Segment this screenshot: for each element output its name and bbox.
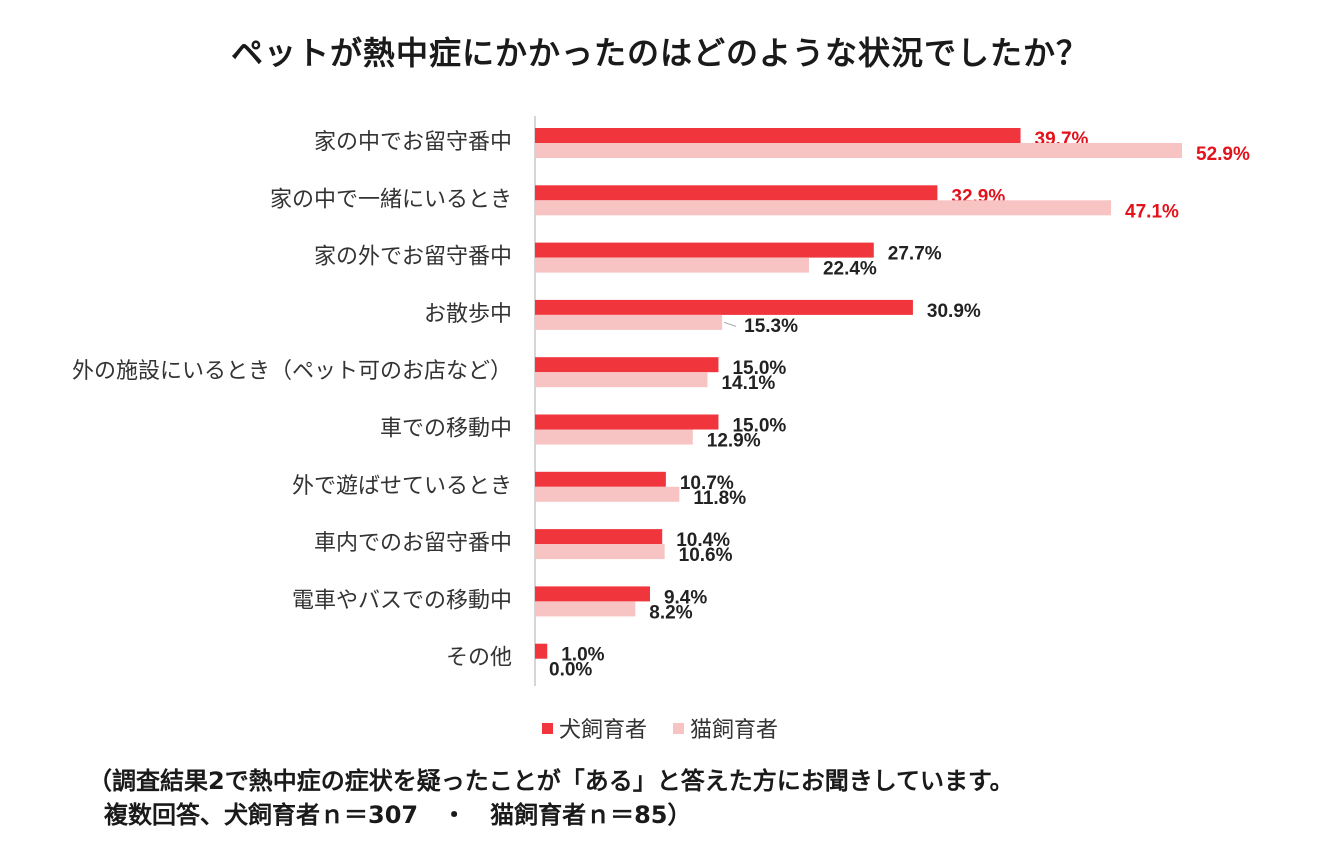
bar-dog — [535, 414, 719, 430]
bar-dog — [535, 185, 938, 201]
legend-item-cat: 猫飼育者 — [673, 712, 778, 744]
category-label: 家の外でお留守番中 — [314, 245, 512, 270]
data-label: 10.6% — [679, 545, 733, 566]
bar-cat — [535, 486, 680, 502]
category-label: 家の中で一緒にいるとき — [270, 187, 512, 212]
legend-item-dog: 犬飼育者 — [541, 712, 647, 744]
data-label: 10.4% — [676, 530, 730, 551]
data-label: 0.0% — [549, 660, 592, 681]
bar-cat — [535, 429, 693, 445]
legend-swatch — [673, 722, 684, 734]
bar-cat — [535, 257, 809, 273]
data-label: 30.9% — [927, 301, 981, 322]
data-label: 11.8% — [693, 488, 746, 509]
bar-cat — [535, 372, 708, 388]
bar-dog — [535, 471, 666, 487]
data-label: 22.4% — [823, 259, 877, 280]
bar-dog — [535, 128, 1021, 143]
bar-dog — [535, 586, 650, 602]
data-label: 15.3% — [744, 316, 798, 337]
category-label: 外で遊ばせているとき — [292, 474, 512, 499]
bar-cat — [535, 143, 1182, 158]
data-label: 1.0% — [561, 645, 604, 666]
category-label: 電車やバスでの移動中 — [292, 588, 512, 613]
category-label: 家の中でお留守番中 — [314, 130, 512, 155]
bar-dog — [535, 529, 663, 545]
bar-dog — [535, 643, 548, 659]
bar-cat — [535, 544, 665, 560]
bar-cat — [535, 601, 636, 617]
bar-cat — [535, 314, 723, 330]
category-label: お散歩中 — [424, 302, 512, 327]
category-label: その他 — [446, 646, 512, 671]
bar-dog — [535, 357, 719, 373]
data-label: 27.7% — [888, 244, 942, 265]
data-label: 47.1% — [1125, 201, 1179, 222]
bar-cat — [535, 200, 1112, 216]
data-label: 15.0% — [732, 416, 786, 437]
data-label: 12.9% — [707, 431, 761, 452]
data-label: 10.7% — [680, 473, 734, 494]
data-label: 52.9% — [1196, 144, 1250, 165]
category-label: 車内でのお留守番中 — [314, 531, 512, 556]
footnote-line-2: 複数回答、犬飼育者ｎ＝307 ・ 猫飼育者ｎ＝85） — [104, 801, 692, 829]
legend: 犬飼育者 猫飼育者 — [0, 712, 1320, 744]
data-label: 9.4% — [664, 587, 707, 608]
legend-label: 犬飼育者 — [558, 718, 647, 743]
category-label: 車での移動中 — [380, 417, 512, 442]
footnote-line-1: （調査結果2で熱中症の症状を疑ったことが「ある」と答えた方にお聞きしています。 — [88, 767, 1014, 795]
chart-title: ペットが熱中症にかかったのはどのような状況でしたか？ — [230, 34, 1089, 72]
footnote: （調査結果2で熱中症の症状を疑ったことが「ある」と答えた方にお聞きしています。 … — [88, 764, 1288, 832]
legend-label: 猫飼育者 — [690, 718, 779, 743]
bar-chart: 家の中でお留守番中 39.7%52.9%家の中で一緒にいるとき 32.9%47.1%… — [72, 116, 1250, 686]
data-label: 15.0% — [732, 358, 786, 379]
data-label: 14.1% — [721, 373, 775, 394]
leader-line — [723, 321, 737, 327]
category-label: 外の施設にいるとき（ペット可のお店など） — [72, 359, 512, 384]
legend-swatch — [541, 722, 553, 734]
bar-dog — [535, 242, 874, 258]
data-label: 8.2% — [649, 602, 692, 623]
bar-dog — [535, 299, 913, 315]
